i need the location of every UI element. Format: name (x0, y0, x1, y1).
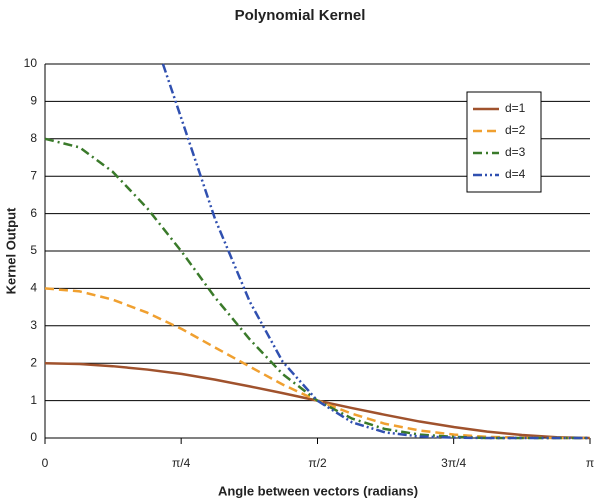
x-tick-label: 0 (42, 456, 49, 470)
y-tick-label: 0 (30, 430, 37, 444)
y-tick-label: 7 (30, 168, 37, 182)
legend-label: d=2 (505, 123, 526, 137)
y-tick-label: 2 (30, 355, 37, 369)
legend-box (466, 91, 542, 193)
y-tick-label: 3 (30, 318, 37, 332)
series-line (161, 63, 590, 440)
legend-label: d=3 (505, 145, 526, 159)
y-tick-label: 10 (24, 56, 38, 70)
x-axis-label: Angle between vectors (radians) (218, 483, 418, 498)
y-tick-label: 6 (30, 206, 37, 220)
y-tick-label: 1 (30, 393, 37, 407)
y-tick-label: 8 (30, 131, 37, 145)
legend-label: d=1 (505, 101, 526, 115)
x-tick-label: π (586, 456, 594, 470)
y-tick-label: 9 (30, 94, 37, 108)
x-tick-label: 3π/4 (441, 456, 466, 470)
x-tick-label: π/2 (308, 456, 327, 470)
chart-title: Polynomial Kernel (235, 7, 366, 24)
y-axis-label: Kernel Output (3, 207, 18, 294)
x-tick-label: π/4 (172, 456, 191, 470)
legend-label: d=4 (505, 167, 526, 181)
y-tick-label: 5 (30, 243, 37, 257)
y-tick-label: 4 (30, 281, 37, 295)
